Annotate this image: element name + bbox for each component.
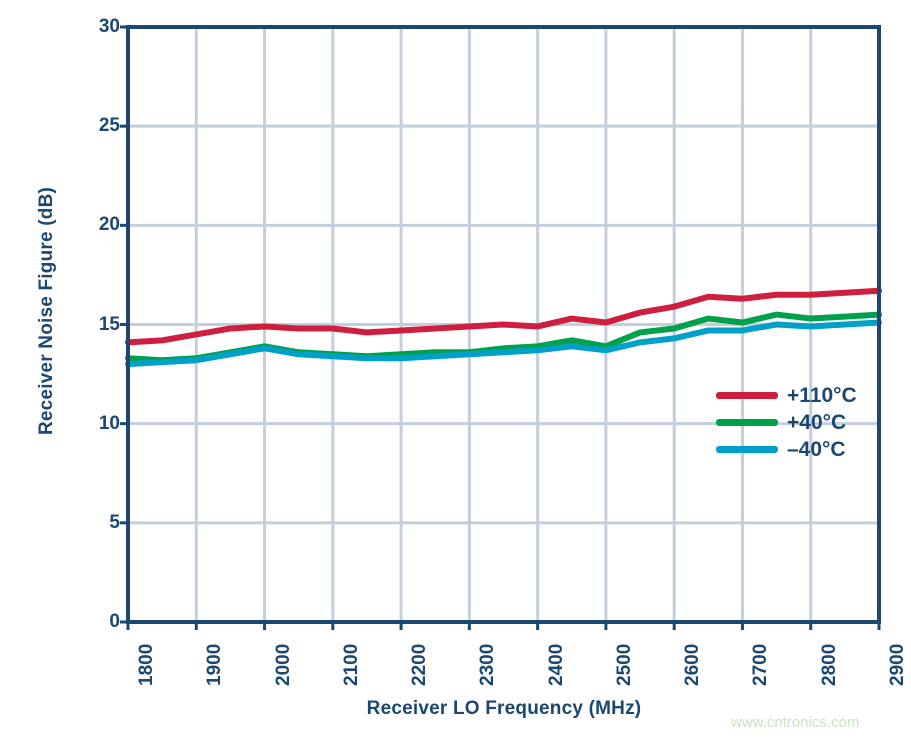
legend-color-swatch (716, 419, 778, 426)
watermark-text: www.cntronics.com (731, 714, 860, 731)
y-axis-tick-labels: 0 5 10 15 20 25 30 (72, 0, 120, 746)
y-tick-label: 30 (98, 16, 120, 37)
y-tick-label: 0 (109, 611, 120, 632)
data-line-3 (125, 319, 882, 368)
axis-frame (126, 25, 881, 624)
legend-item: +110°C (716, 382, 876, 409)
legend-label: +40°C (787, 411, 847, 434)
data-line-1 (125, 287, 882, 346)
legend-label: +110°C (787, 384, 857, 407)
y-tick-label: 5 (109, 511, 120, 533)
y-tick-label: 15 (98, 313, 120, 335)
chart-legend: +110°C +40°C –40°C (716, 382, 876, 463)
y-tick-label: 25 (98, 115, 120, 137)
legend-label: –40°C (787, 438, 846, 461)
y-tick-label: 10 (98, 412, 120, 434)
legend-color-swatch (716, 392, 778, 399)
legend-item: +40°C (716, 409, 876, 436)
legend-color-swatch (716, 446, 778, 453)
x-axis-title: Receiver LO Frequency (MHz) (366, 698, 642, 719)
y-tick-label: 20 (98, 214, 120, 236)
legend-item: –40°C (716, 436, 876, 463)
